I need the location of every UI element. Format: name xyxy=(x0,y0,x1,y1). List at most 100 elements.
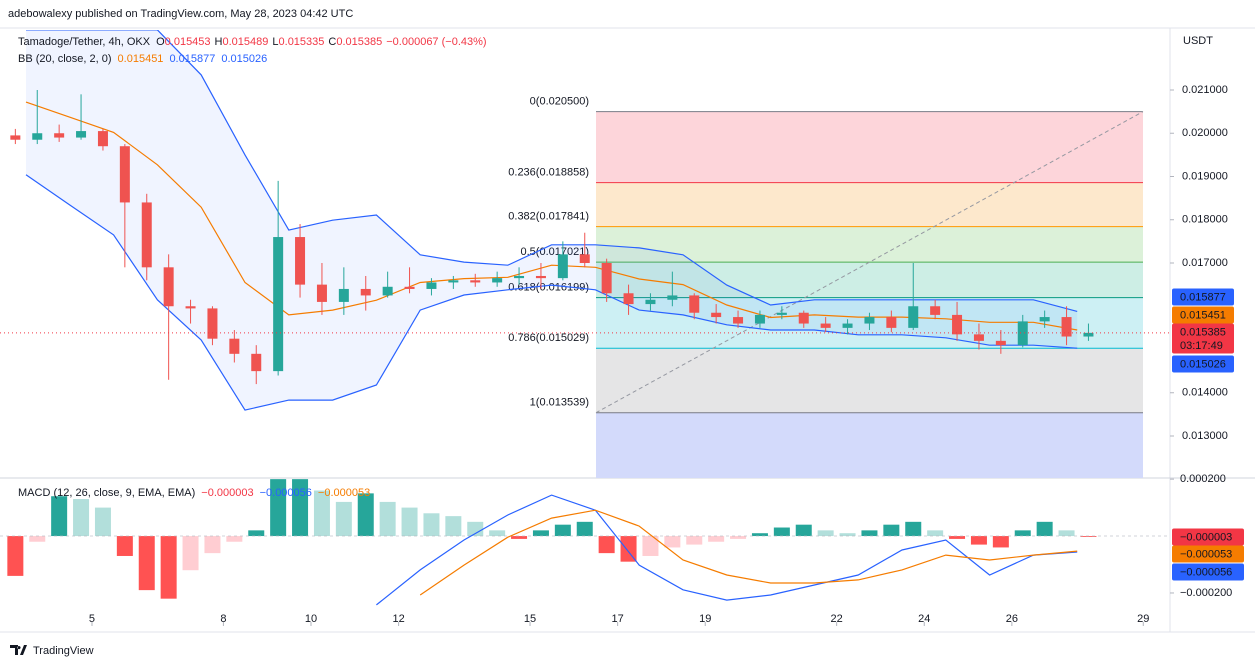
fib-label: 0.236(0.018858) xyxy=(508,167,589,179)
y-tick-label: 0.018000 xyxy=(1182,214,1228,226)
candle-body xyxy=(798,312,809,324)
legend-value: −0.000053 xyxy=(318,487,370,499)
y-tick-label: 0.021000 xyxy=(1182,84,1228,96)
currency-label: USDT xyxy=(1183,35,1213,47)
candle-body xyxy=(930,306,941,315)
candle-body xyxy=(623,293,634,305)
macd-hist-bar xyxy=(73,499,90,537)
candle-body xyxy=(10,135,21,140)
candle-body xyxy=(32,133,43,140)
candle-body xyxy=(229,338,240,354)
macd-hist-bar xyxy=(489,530,506,537)
x-tick-label: 5 xyxy=(89,613,95,625)
bb-basis xyxy=(25,101,1078,331)
brand: TradingView xyxy=(33,645,94,657)
macd-y-tick-label: 0.000200 xyxy=(1180,473,1226,485)
ohlc-value: 0.015335 xyxy=(279,36,325,48)
candle-body xyxy=(952,314,963,335)
macd-values: −0.000003 −0.000056 −0.000053 xyxy=(201,487,370,499)
candle-body xyxy=(754,314,765,324)
y-tick-label: 0.013000 xyxy=(1182,430,1228,442)
macd-badge xyxy=(1172,563,1244,581)
fib-band xyxy=(596,412,1143,478)
macd-hist-bar xyxy=(686,536,703,545)
macd-hist-bar xyxy=(905,521,922,537)
fib-band xyxy=(596,348,1143,413)
candle-body xyxy=(470,280,481,283)
macd-pane xyxy=(0,479,1170,606)
candle-body xyxy=(207,308,218,339)
macd-hist-bar xyxy=(576,521,593,537)
candle-body xyxy=(404,286,415,289)
macd-hist-bar xyxy=(795,524,812,537)
macd-hist-bar xyxy=(292,479,309,537)
macd-hist-bar xyxy=(7,536,24,576)
candle-body xyxy=(1039,317,1050,322)
macd-hist-bar xyxy=(817,530,834,537)
candle-body xyxy=(667,295,678,300)
candle-body xyxy=(360,288,371,296)
macd-hist-bar xyxy=(445,516,462,537)
fib-label: 0(0.020500) xyxy=(530,96,589,108)
x-tick-label: 24 xyxy=(918,613,930,625)
price-badge-label: 0.015877 xyxy=(1180,291,1226,303)
candle-body xyxy=(295,237,306,285)
macd-hist-bar xyxy=(335,501,352,537)
macd-hist-bar xyxy=(160,536,177,599)
macd-hist-bar xyxy=(773,527,790,537)
publisher-line: adebowalexy published on TradingView.com… xyxy=(8,8,353,20)
legend-value: 0.015451 xyxy=(118,53,164,65)
macd-hist-bar xyxy=(357,493,374,537)
ohlc-key: C xyxy=(328,36,336,48)
macd-hist-bar xyxy=(94,507,111,537)
macd-hist-bar xyxy=(1014,530,1031,537)
price-badge xyxy=(1172,306,1234,324)
symbol-legend: Tamadoge/Tether, 4h, OKX O0.015453 H0.0154… xyxy=(18,36,487,48)
candle-body xyxy=(1083,332,1094,337)
macd-hist-bar xyxy=(751,533,768,537)
macd-hist-bar xyxy=(182,536,199,571)
legend-value: 0.015026 xyxy=(221,53,267,65)
x-tick-label: 29 xyxy=(1137,613,1149,625)
x-tick-label: 19 xyxy=(699,613,711,625)
ohlc-key: H xyxy=(215,36,223,48)
macd-hist-bar xyxy=(116,536,133,556)
macd-badge xyxy=(1172,528,1244,546)
y-tick-label: 0.019000 xyxy=(1182,170,1228,182)
bb-values: 0.015451 0.015877 0.015026 xyxy=(118,53,268,65)
macd-hist-bar xyxy=(949,536,966,539)
candle-body xyxy=(1061,317,1072,337)
macd-hist-bar xyxy=(379,501,396,537)
macd-hist-bar xyxy=(204,536,221,554)
macd-hist-bar xyxy=(1058,530,1075,537)
macd-hist-bar xyxy=(554,524,571,537)
candle-body xyxy=(141,202,152,268)
candle-body xyxy=(864,317,875,324)
macd-hist-bar xyxy=(839,533,856,537)
macd-hist-bar xyxy=(970,536,987,545)
macd-hist-bar xyxy=(401,507,418,537)
fib-band xyxy=(596,262,1143,298)
macd-hist-bar xyxy=(270,479,287,537)
macd-hist-bar xyxy=(927,530,944,537)
candle-body xyxy=(645,299,656,305)
macd-badge-label: −0.000056 xyxy=(1180,566,1232,578)
trend-line xyxy=(595,111,1144,414)
macd-hist-bar xyxy=(467,521,484,537)
macd-hist-bar xyxy=(423,513,440,537)
tv-logo: TradingView xyxy=(10,645,94,657)
macd-hist-bar xyxy=(1036,521,1053,537)
ohlc-key: O xyxy=(156,36,165,48)
fib-label: 0.618(0.016199) xyxy=(508,282,589,294)
candle-body xyxy=(163,267,174,307)
candle-body xyxy=(251,353,262,372)
price-badge xyxy=(1172,288,1234,306)
x-tick-label: 10 xyxy=(305,613,317,625)
candle-body xyxy=(973,334,984,341)
candle-body xyxy=(448,280,459,283)
macd-hist-bar xyxy=(883,524,900,537)
macd-hist-bar xyxy=(532,530,549,537)
candle-body xyxy=(535,275,546,279)
bb-lower xyxy=(25,174,1078,411)
x-tick-label: 22 xyxy=(831,613,843,625)
